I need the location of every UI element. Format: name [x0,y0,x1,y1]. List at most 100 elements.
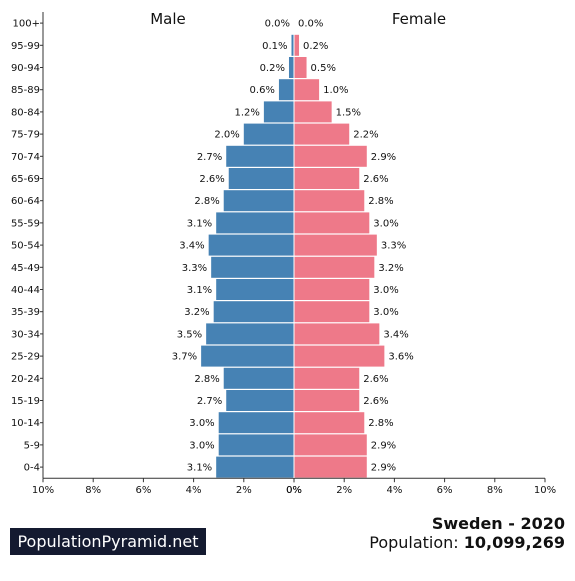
age-group-label-40-44: 40-44 [11,285,40,296]
age-group-label-55-59: 55-59 [11,218,40,229]
female-value-label-55-59: 3.0% [373,218,398,229]
female-value-label-50-54: 3.3% [381,241,406,252]
x-tick-label-7: 2% [336,485,352,496]
x-tick-label-9: 6% [437,485,453,496]
age-group-label-85-89: 85-89 [11,85,40,96]
female-bar-70-74 [294,145,367,167]
age-group-label-80-84: 80-84 [11,107,40,118]
female-value-label-90-94: 0.5% [311,63,336,74]
female-value-label-60-64: 2.8% [368,196,393,207]
male-bar-65-69 [228,168,294,189]
male-bar-10-14 [218,412,294,434]
female-value-label-15-19: 2.6% [363,396,388,407]
age-group-label-65-69: 65-69 [11,174,40,185]
male-bar-45-49 [211,256,294,278]
male-value-label-10-14: 3.0% [189,418,214,429]
male-bar-0-4 [216,456,294,478]
female-bar-85-89 [294,79,320,101]
age-group-label-45-49: 45-49 [11,263,40,274]
x-tick-label-10: 8% [487,485,503,496]
female-bar-45-49 [294,256,375,278]
male-value-label-0-4: 3.1% [187,463,212,474]
male-value-label-60-64: 2.8% [194,196,219,207]
age-group-label-60-64: 60-64 [11,196,40,207]
female-bar-0-4 [294,456,367,478]
female-value-label-45-49: 3.2% [378,263,403,274]
female-bar-90-94 [294,57,307,78]
age-group-label-5-9: 5-9 [24,440,40,451]
female-bar-60-64 [294,190,365,212]
age-group-label-15-19: 15-19 [11,396,40,407]
x-tick-label-1: 8% [85,485,101,496]
male-value-label-75-79: 2.0% [214,130,239,141]
female-value-label-85-89: 1.0% [323,85,348,96]
population-pyramid-chart: Male Female 0.0% 0.0% 0.1% 0.2% 0.2% 0.5% 0.6%… [11,10,556,496]
male-value-label-85-89: 0.6% [250,85,275,96]
female-value-label-35-39: 3.0% [373,307,398,318]
age-group-label-100plus: 100+ [13,19,40,30]
male-value-label-15-19: 2.7% [197,396,222,407]
male-value-label-35-39: 3.2% [184,307,209,318]
female-value-label-80-84: 1.5% [336,107,361,118]
male-bar-85-89 [278,79,294,101]
female-bar-50-54 [294,234,377,256]
female-bar-20-24 [294,367,360,389]
female-value-label-30-34: 3.4% [383,329,408,340]
male-value-label-90-94: 0.2% [260,63,285,74]
age-group-label-75-79: 75-79 [11,130,40,141]
male-series-title: Male [150,10,186,28]
age-group-label-25-29: 25-29 [11,352,40,363]
male-value-label-45-49: 3.3% [182,263,207,274]
male-value-label-50-54: 3.4% [179,241,204,252]
male-value-label-40-44: 3.1% [187,285,212,296]
male-bar-60-64 [223,190,294,212]
male-value-label-70-74: 2.7% [197,152,222,163]
male-value-label-95-99: 0.1% [262,41,287,52]
female-value-label-20-24: 2.6% [363,374,388,385]
x-tick-label-0: 10% [32,485,54,496]
male-bar-25-29 [201,345,294,367]
female-value-label-65-69: 2.6% [363,174,388,185]
female-bar-25-29 [294,345,385,367]
male-value-label-65-69: 2.6% [199,174,224,185]
male-bar-35-39 [213,301,294,323]
male-bar-40-44 [216,279,294,300]
male-bar-50-54 [208,234,294,256]
male-value-label-80-84: 1.2% [234,107,259,118]
population-line: Population: 10,099,269 [369,533,565,552]
male-value-label-20-24: 2.8% [194,374,219,385]
female-bar-30-34 [294,323,380,345]
male-bar-75-79 [243,123,294,145]
male-value-label-100plus: 0.0% [265,19,290,30]
female-value-label-95-99: 0.2% [303,41,328,52]
country-year-title: Sweden - 2020 [431,514,565,533]
brand-logo[interactable]: PopulationPyramid.net [10,528,206,555]
population-value: 10,099,269 [463,533,565,552]
axes-group: 100+ 95-99 90-94 85-89 80-84 75-79 70-74 65-69 6… [11,12,556,496]
female-value-label-40-44: 3.0% [373,285,398,296]
x-tick-label-8: 4% [386,485,402,496]
age-group-label-90-94: 90-94 [11,63,40,74]
age-group-label-10-14: 10-14 [11,418,40,429]
male-value-label-55-59: 3.1% [187,218,212,229]
male-bar-80-84 [263,101,294,123]
x-tick-label-5: 0% [286,485,302,496]
bars-group: 0.0% 0.0% 0.1% 0.2% 0.2% 0.5% 0.6% 1.0% 1.2% 1.5%… [172,19,414,478]
female-bar-95-99 [294,34,300,56]
female-value-label-25-29: 3.6% [388,352,413,363]
female-value-label-75-79: 2.2% [353,130,378,141]
female-bar-5-9 [294,434,367,456]
male-bar-15-19 [226,390,294,411]
age-group-label-30-34: 30-34 [11,329,40,340]
male-value-label-25-29: 3.7% [172,352,197,363]
male-bar-20-24 [223,367,294,389]
female-bar-80-84 [294,101,332,123]
female-value-label-100plus: 0.0% [298,19,323,30]
female-bar-65-69 [294,168,360,189]
x-tick-label-2: 6% [135,485,151,496]
age-group-label-0-4: 0-4 [24,463,40,474]
age-group-label-20-24: 20-24 [11,374,40,385]
population-label: Population: [369,533,459,552]
age-group-label-70-74: 70-74 [11,152,40,163]
male-bar-90-94 [288,57,294,78]
